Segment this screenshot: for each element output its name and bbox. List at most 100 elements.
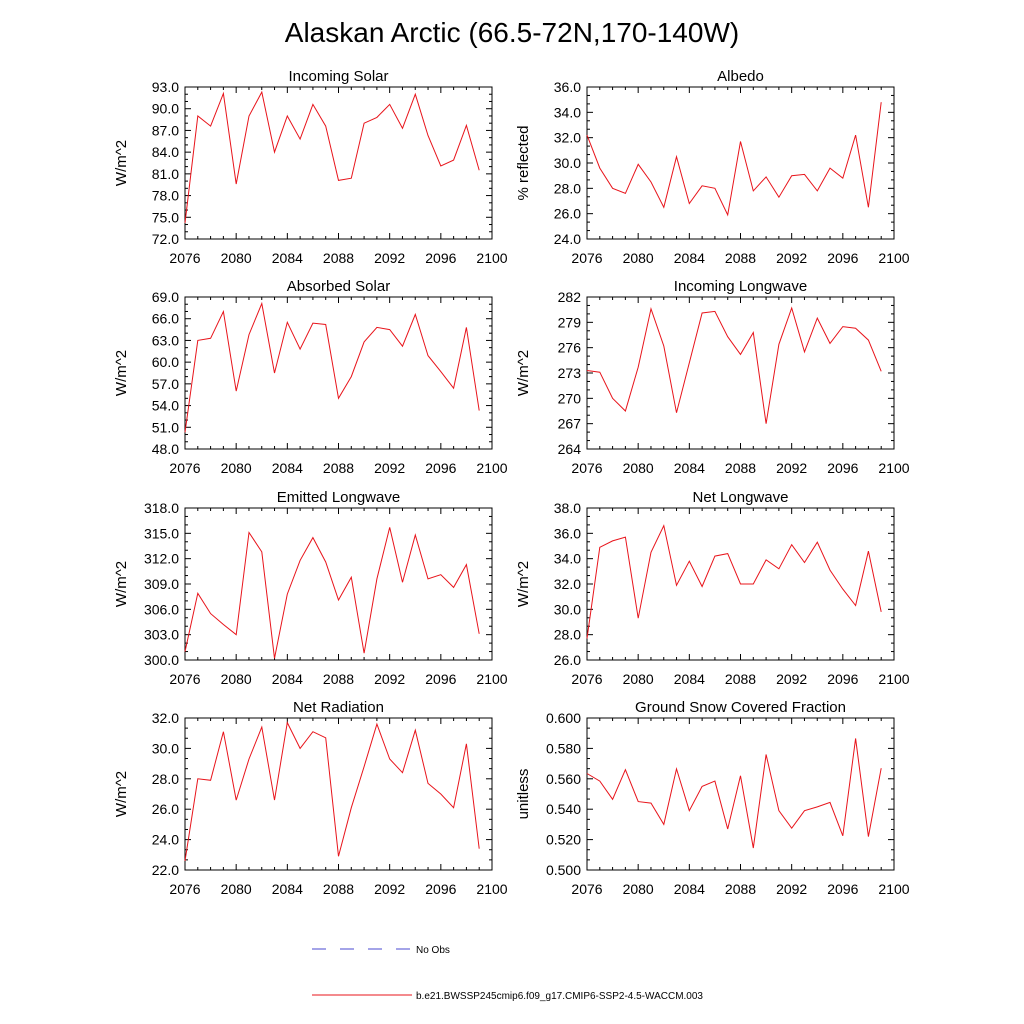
x-tick-label: 2100 xyxy=(878,881,909,897)
panel-5: Emitted Longwave W/m^2 2076 2080 2084 2088 209… xyxy=(113,489,508,687)
plot-frame xyxy=(586,296,895,450)
y-tick-label: 81.0 xyxy=(152,166,179,182)
x-tick-label: 2092 xyxy=(374,250,405,266)
panel-title: Ground Snow Covered Fraction xyxy=(635,699,846,716)
x-tick-label: 2080 xyxy=(623,881,654,897)
x-tick-label: 2084 xyxy=(272,250,303,266)
x-tick-label: 2092 xyxy=(374,671,405,687)
x-tick-label: 2080 xyxy=(221,460,252,476)
y-tick-label: 90.0 xyxy=(152,101,179,117)
y-tick-label: 28.0 xyxy=(554,180,581,196)
y-tick-label: 54.0 xyxy=(152,398,179,414)
y-tick-label: 26.0 xyxy=(554,652,581,668)
y-tick-label: 24.0 xyxy=(152,832,179,848)
y-tick-label: 300.0 xyxy=(144,652,179,668)
plot-frame xyxy=(586,86,895,240)
x-tick-label: 2080 xyxy=(623,250,654,266)
y-tick-label: 84.0 xyxy=(152,144,179,160)
legend: No Obs b.e21.BWSSP245cmip6.f09_g17.CMIP6… xyxy=(312,945,703,1002)
x-tick-label: 2100 xyxy=(878,460,909,476)
panel-title: Albedo xyxy=(717,68,764,85)
x-tick-label: 2096 xyxy=(425,881,456,897)
y-tick-label: 28.0 xyxy=(152,771,179,787)
x-tick-label: 2100 xyxy=(476,881,507,897)
y-tick-label: 318.0 xyxy=(144,500,179,516)
series-line xyxy=(184,720,480,861)
y-tick-label: 28.0 xyxy=(554,627,581,643)
x-tick-label: 2080 xyxy=(221,250,252,266)
panel-3: Absorbed Solar W/m^2 2076 2080 2084 2088 2092 2… xyxy=(113,278,508,476)
y-tick-label: 69.0 xyxy=(152,289,179,305)
panel-6: Net Longwave W/m^2 2076 2080 2084 2088 2092 209… xyxy=(515,489,910,687)
series-line xyxy=(586,738,882,849)
series-line xyxy=(586,524,882,639)
main-title: Alaskan Arctic (66.5-72N,170-140W) xyxy=(285,17,739,48)
x-tick-label: 2076 xyxy=(571,460,602,476)
x-tick-label: 2100 xyxy=(476,671,507,687)
y-axis-title: % reflected xyxy=(515,125,532,200)
y-tick-label: 34.0 xyxy=(554,551,581,567)
x-tick-label: 2084 xyxy=(272,671,303,687)
x-tick-label: 2092 xyxy=(776,250,807,266)
y-tick-label: 48.0 xyxy=(152,441,179,457)
y-tick-label: 0.600 xyxy=(546,710,581,726)
x-tick-label: 2084 xyxy=(674,671,705,687)
y-axis-title: W/m^2 xyxy=(515,561,532,607)
x-tick-label: 2084 xyxy=(272,881,303,897)
y-tick-label: 279 xyxy=(558,314,582,330)
x-tick-label: 2100 xyxy=(878,250,909,266)
x-tick-label: 2096 xyxy=(827,250,858,266)
y-tick-label: 303.0 xyxy=(144,627,179,643)
legend-model-label: b.e21.BWSSP245cmip6.f09_g17.CMIP6-SSP2-4… xyxy=(416,991,703,1002)
y-tick-label: 66.0 xyxy=(152,311,179,327)
y-tick-label: 22.0 xyxy=(152,862,179,878)
series-line xyxy=(184,527,480,659)
y-tick-label: 38.0 xyxy=(554,500,581,516)
x-tick-label: 2076 xyxy=(169,881,200,897)
y-tick-label: 0.500 xyxy=(546,862,581,878)
y-tick-label: 264 xyxy=(558,441,582,457)
x-tick-label: 2092 xyxy=(374,460,405,476)
x-tick-label: 2084 xyxy=(674,460,705,476)
plot-frame xyxy=(184,717,493,871)
panel-title: Incoming Longwave xyxy=(674,278,807,295)
y-tick-label: 36.0 xyxy=(554,525,581,541)
x-tick-label: 2088 xyxy=(323,881,354,897)
y-tick-label: 60.0 xyxy=(152,354,179,370)
x-tick-label: 2092 xyxy=(776,671,807,687)
x-tick-label: 2076 xyxy=(571,881,602,897)
y-tick-label: 72.0 xyxy=(152,231,179,247)
panel-2: Albedo % reflected 2076 2080 2084 2088 2092 209… xyxy=(515,68,910,266)
y-tick-label: 24.0 xyxy=(554,231,581,247)
panel-title: Incoming Solar xyxy=(288,68,388,85)
x-tick-label: 2096 xyxy=(425,250,456,266)
x-tick-label: 2084 xyxy=(272,460,303,476)
y-tick-label: 30.0 xyxy=(554,601,581,617)
y-tick-label: 75.0 xyxy=(152,209,179,225)
legend-obs-label: No Obs xyxy=(416,945,450,956)
x-tick-label: 2096 xyxy=(827,881,858,897)
y-tick-label: 267 xyxy=(558,416,582,432)
x-tick-label: 2100 xyxy=(476,250,507,266)
series-line xyxy=(586,102,882,217)
panel-8: Ground Snow Covered Fraction unitless 2076… xyxy=(515,699,910,897)
plot-frame xyxy=(184,507,493,661)
x-tick-label: 2088 xyxy=(323,460,354,476)
panel-title: Net Radiation xyxy=(293,699,384,716)
y-tick-label: 26.0 xyxy=(554,206,581,222)
series-line xyxy=(184,301,480,433)
x-tick-label: 2076 xyxy=(169,671,200,687)
x-tick-label: 2088 xyxy=(725,460,756,476)
series-line xyxy=(184,90,480,224)
y-tick-label: 34.0 xyxy=(554,104,581,120)
x-tick-label: 2084 xyxy=(674,250,705,266)
y-tick-label: 30.0 xyxy=(152,740,179,756)
y-tick-label: 36.0 xyxy=(554,79,581,95)
y-tick-label: 63.0 xyxy=(152,332,179,348)
y-tick-label: 32.0 xyxy=(152,710,179,726)
x-tick-label: 2080 xyxy=(221,881,252,897)
x-tick-label: 2080 xyxy=(221,671,252,687)
series-line xyxy=(586,306,882,424)
x-tick-label: 2096 xyxy=(827,460,858,476)
y-tick-label: 270 xyxy=(558,390,582,406)
